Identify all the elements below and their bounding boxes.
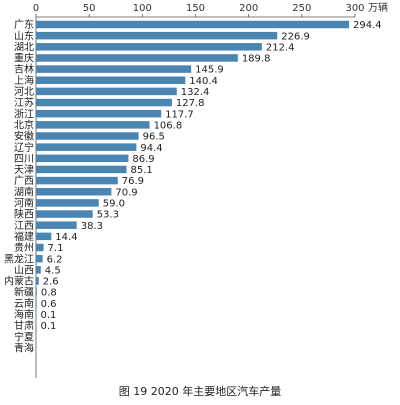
category-label: 吉林 [14,63,34,76]
bar [36,98,172,107]
bar [36,176,118,185]
value-label: 94.4 [140,143,162,154]
bar [36,243,44,252]
value-label: 38.3 [81,221,103,232]
category-label: 江苏 [14,96,34,109]
figure-caption: 图 19 2020 年主要地区汽车产量 [118,385,282,398]
value-label: 0.1 [41,310,57,321]
bar [36,277,39,285]
bar [36,143,137,151]
category-label: 宁夏 [14,330,34,343]
category-label: 陕西 [14,208,34,221]
category-label: 新疆 [14,286,34,299]
value-label: 70.9 [115,187,137,198]
value-label: 14.4 [55,232,77,243]
category-label: 河南 [14,197,34,210]
x-tick-label: 0 [33,3,39,14]
x-tick-label: 300 [345,3,364,14]
value-label: 96.5 [143,132,165,143]
x-tick-label: 250 [292,3,311,14]
value-label: 106.8 [154,120,183,131]
category-label: 海南 [14,308,34,321]
x-tick-label: 100 [133,3,152,14]
category-label: 内蒙古 [4,275,34,288]
bar [36,254,43,263]
x-axis-unit-label: 万辆 [368,1,388,14]
category-label: 湖南 [14,185,34,198]
bar [36,87,177,96]
category-label: 广西 [14,175,34,187]
bar [36,20,350,29]
value-label: 0.6 [41,299,57,310]
bar [36,132,139,140]
bar [36,109,162,118]
category-label: 重庆 [14,52,34,65]
bar [36,31,278,40]
category-label: 河北 [14,86,34,98]
category-label: 安徽 [14,130,34,143]
value-label: 76.9 [122,176,144,187]
category-label: 云南 [14,297,34,310]
category-label: 青海 [14,341,34,354]
bar [36,154,129,163]
value-label: 0.1 [41,321,57,332]
value-label: 59.0 [103,199,125,210]
value-label: 294.4 [353,20,382,31]
category-label: 天津 [14,164,34,176]
category-label: 广东 [14,18,34,31]
bar [36,266,41,274]
category-label: 湖北 [14,41,34,53]
bar [36,199,99,207]
bar [36,321,37,330]
bar [36,188,112,196]
value-label: 53.3 [97,210,119,221]
category-label: 上海 [14,74,34,87]
value-label: 145.9 [195,65,224,76]
category-label: 江西 [14,220,34,232]
bar [36,221,77,229]
category-label: 四川 [14,154,34,165]
x-tick-label: 50 [83,3,96,14]
value-label: 2.6 [43,277,59,288]
category-label: 北京 [14,118,34,131]
category-label: 山东 [14,29,34,42]
category-label: 山西 [14,264,34,276]
bar [36,299,37,307]
bar [36,65,192,73]
bar [36,121,150,129]
category-label: 甘肃 [14,319,34,332]
bar [36,165,127,174]
value-label: 4.5 [45,265,61,276]
value-label: 127.8 [176,98,205,109]
bar [36,43,262,51]
value-label: 85.1 [130,165,152,176]
bar [36,310,37,319]
value-label: 0.8 [41,288,57,299]
category-label: 浙江 [14,108,34,120]
value-label: 6.2 [47,254,63,265]
value-label: 86.9 [132,154,154,165]
bar [36,54,238,62]
bar [36,210,93,218]
value-label: 7.1 [48,243,64,254]
value-label: 212.4 [266,42,295,53]
value-label: 189.8 [242,54,271,65]
value-label: 117.7 [165,109,194,120]
value-label: 226.9 [281,31,310,42]
category-label: 贵州 [14,241,34,254]
x-tick-label: 150 [186,3,205,14]
value-label: 132.4 [181,87,210,98]
bar [36,288,37,296]
category-label: 黑龙江 [4,252,34,265]
x-tick-label: 200 [239,3,258,14]
category-label: 福建 [14,230,34,243]
value-label: 140.4 [189,76,218,87]
category-label: 辽宁 [14,141,34,154]
bar [36,76,186,84]
bar [36,232,52,241]
